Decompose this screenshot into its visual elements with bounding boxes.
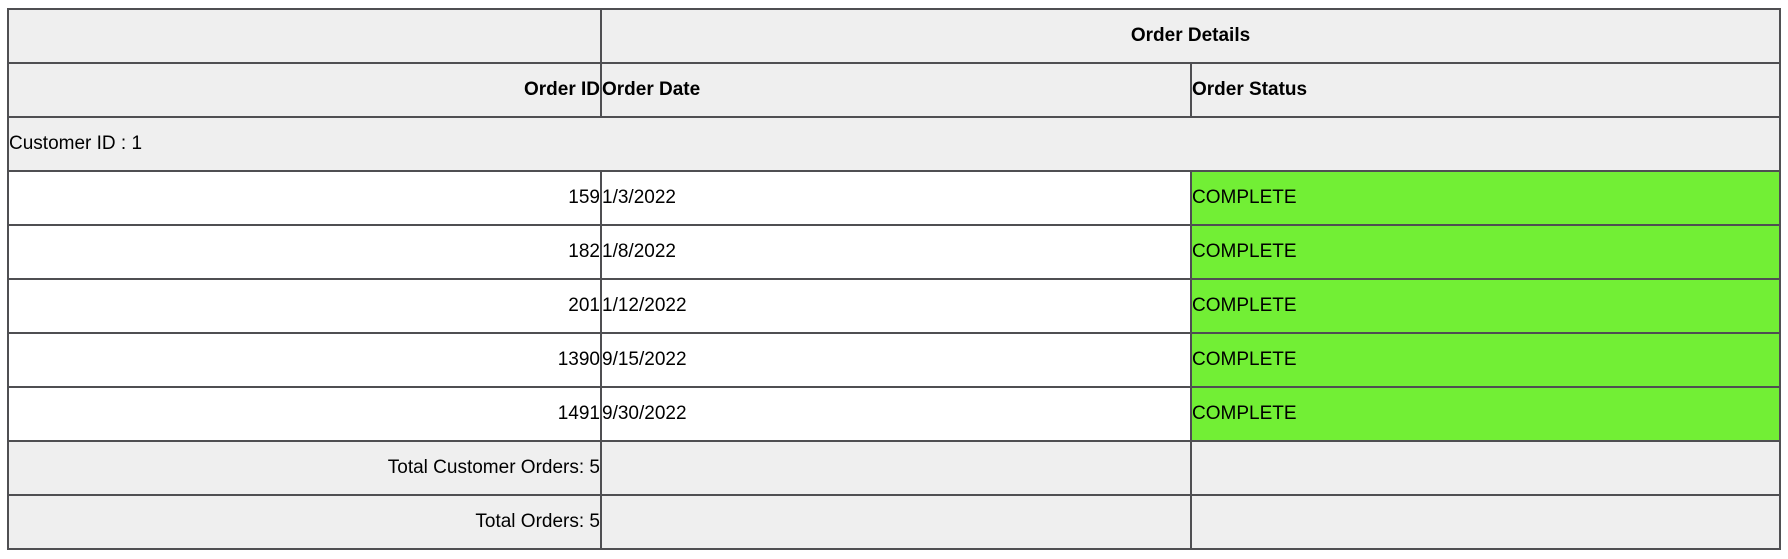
order-id-cell: 1390 [7,332,602,388]
grand-total-row: Total Orders: 5 [7,494,1782,550]
order-date-cell: 1/12/2022 [600,278,1192,334]
order-date-cell: 1/3/2022 [600,170,1192,226]
order-date-cell: 1/8/2022 [600,224,1192,280]
customer-group-label: Customer ID : 1 [6,116,1782,172]
empty-cell [1189,440,1782,496]
table-row: 182 1/8/2022 COMPLETE [7,224,1782,280]
order-details-table: Order Details Order ID Order Date Order … [6,8,1782,550]
column-header-order-status: Order Status [1189,62,1782,118]
group-row: Customer ID : 1 [6,116,1782,172]
customer-total-label: Total Customer Orders: 5 [7,440,602,496]
order-id-cell: 201 [7,278,602,334]
order-status-cell: COMPLETE [1189,224,1782,280]
order-status-cell: COMPLETE [1189,278,1782,334]
column-header-order-id: Order ID [7,62,602,118]
empty-cell [1189,494,1782,550]
table-row: 1491 9/30/2022 COMPLETE [7,386,1782,442]
order-id-cell: 182 [7,224,602,280]
grand-total-label: Total Orders: 5 [7,494,602,550]
order-id-cell: 159 [7,170,602,226]
corner-empty-cell [7,8,602,64]
order-status-cell: COMPLETE [1189,386,1782,442]
order-date-cell: 9/15/2022 [600,332,1192,388]
order-date-cell: 9/30/2022 [600,386,1192,442]
customer-total-row: Total Customer Orders: 5 [7,440,1782,496]
order-status-cell: COMPLETE [1189,170,1782,226]
report-title: Order Details [599,8,1782,64]
table-row: 159 1/3/2022 COMPLETE [7,170,1782,226]
table-row: 1390 9/15/2022 COMPLETE [7,332,1782,388]
column-header-order-date: Order Date [600,62,1192,118]
order-id-cell: 1491 [7,386,602,442]
table-row: 201 1/12/2022 COMPLETE [7,278,1782,334]
title-row: Order Details [7,8,1782,64]
column-header-row: Order ID Order Date Order Status [7,62,1782,118]
order-status-cell: COMPLETE [1189,332,1782,388]
empty-cell [600,440,1192,496]
empty-cell [600,494,1192,550]
